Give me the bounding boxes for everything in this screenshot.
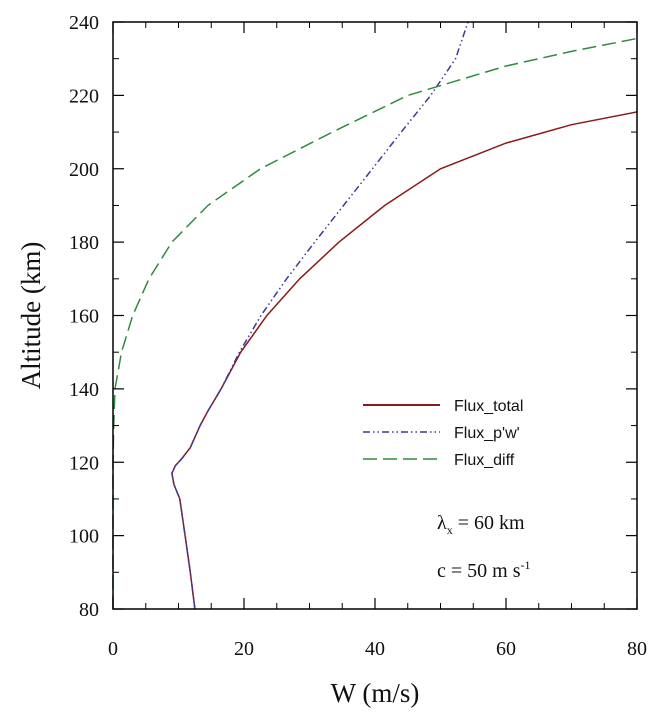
y-tick-label-6: 200 [69, 159, 99, 181]
x-tick-label-2: 40 [365, 638, 385, 660]
x-tick-label-1: 20 [234, 638, 254, 660]
y-tick-label-1: 100 [69, 526, 99, 548]
legend-label-pw: Flux_p'w' [454, 425, 520, 442]
y-tick-label-5: 180 [69, 232, 99, 254]
plot-frame [112, 21, 638, 610]
wavelength-annotation: λx = 60 km [437, 512, 525, 537]
y-tick-label-3: 140 [69, 379, 99, 401]
x-tick-label-4: 80 [627, 638, 647, 660]
x-tick-label-3: 60 [496, 638, 516, 660]
y-tick-label-8: 240 [69, 12, 99, 34]
series-line-2 [112, 37, 638, 609]
legend-label-total: Flux_total [454, 398, 523, 415]
phase-speed-annotation: c = 50 m s-1 [437, 558, 531, 582]
legend: Flux_total Flux_p'w' Flux_diff [363, 398, 523, 469]
series-line-1 [171, 21, 469, 610]
y-axis-title: Altitude (km) [16, 242, 46, 390]
phase-speed-superscript: -1 [521, 558, 531, 572]
series-line-0 [171, 111, 638, 610]
x-axis-title: W (m/s) [331, 678, 420, 708]
phase-speed-text: c = 50 m s [437, 560, 521, 582]
lambda-symbol: λ [437, 512, 447, 534]
y-tick-label-7: 220 [69, 85, 99, 107]
ticks-layer: 0 20 40 60 80 80 100 120 140 160 180 200 220 240 [69, 12, 647, 660]
series-layer [112, 21, 638, 610]
y-tick-label-2: 120 [69, 452, 99, 474]
legend-label-diff: Flux_diff [454, 452, 515, 469]
x-tick-label-0: 0 [108, 638, 118, 660]
y-tick-label-4: 160 [69, 306, 99, 328]
lambda-value: = 60 km [453, 512, 525, 534]
y-tick-label-0: 80 [79, 599, 99, 621]
lambda-subscript: x [447, 523, 453, 537]
